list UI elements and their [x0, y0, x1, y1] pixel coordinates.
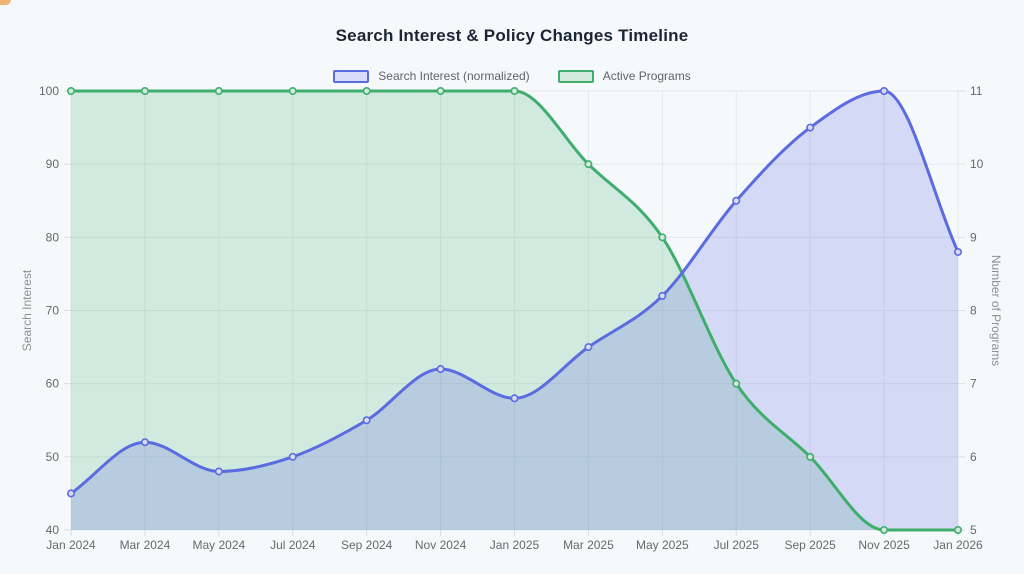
left-axis-title: Search Interest [20, 269, 34, 351]
data-point-search-interest-normalized [436, 365, 445, 374]
chart-title: Search Interest & Policy Changes Timelin… [335, 26, 689, 45]
data-point-search-interest-normalized [140, 438, 149, 447]
right-tick-label: 11 [970, 84, 983, 98]
legend-label-search-interest: Search Interest (normalized) [378, 69, 530, 83]
left-tick-label: 80 [46, 230, 60, 244]
x-tick-label: Nov 2024 [415, 538, 467, 552]
x-tick-label: May 2025 [636, 538, 689, 552]
data-point-active-programs [806, 452, 815, 461]
data-point-active-programs [436, 87, 445, 96]
data-point-active-programs [510, 87, 519, 96]
data-point-search-interest-normalized [658, 291, 667, 300]
data-point-search-interest-normalized [732, 196, 741, 205]
x-tick-label: Jan 2025 [490, 538, 540, 552]
data-point-active-programs [658, 233, 667, 242]
x-tick-label: Jul 2024 [270, 538, 316, 552]
data-point-search-interest-normalized [214, 467, 223, 476]
right-tick-label: 8 [970, 304, 977, 318]
right-tick-label: 9 [970, 230, 977, 244]
data-point-search-interest-normalized [362, 416, 371, 425]
data-point-active-programs [362, 87, 371, 96]
screen-corner-artifact [0, 0, 11, 5]
x-tick-label: Mar 2024 [120, 538, 171, 552]
x-tick-label: Sep 2024 [341, 538, 393, 552]
data-point-search-interest-normalized [288, 452, 297, 461]
legend-swatch-active-programs [557, 69, 594, 83]
right-tick-label: 7 [970, 377, 977, 391]
data-point-search-interest-normalized [67, 489, 76, 498]
x-tick-label: Jul 2025 [714, 538, 760, 552]
left-tick-label: 50 [46, 450, 60, 464]
x-tick-label: Sep 2025 [784, 538, 836, 552]
chart-legend: Search Interest (normalized) Active Prog… [0, 69, 1024, 83]
data-point-active-programs [288, 87, 297, 96]
legend-label-active-programs: Active Programs [602, 69, 691, 83]
legend-item-search-interest[interactable]: Search Interest (normalized) [333, 69, 530, 83]
data-point-search-interest-normalized [953, 247, 962, 256]
data-point-active-programs [953, 525, 962, 534]
data-point-active-programs [214, 87, 223, 96]
left-tick-label: 100 [39, 84, 59, 98]
right-tick-label: 10 [970, 157, 984, 171]
left-tick-label: 90 [46, 157, 60, 171]
right-tick-label: 5 [970, 523, 977, 537]
legend-swatch-search-interest [333, 69, 370, 83]
data-point-active-programs [880, 525, 889, 534]
series-area-active-programs [71, 91, 958, 530]
x-tick-label: Nov 2025 [858, 538, 910, 552]
data-point-active-programs [584, 160, 593, 169]
legend-item-active-programs[interactable]: Active Programs [557, 69, 691, 83]
x-tick-label: May 2024 [192, 538, 245, 552]
data-point-active-programs [140, 87, 149, 96]
x-tick-label: Jan 2024 [46, 538, 96, 552]
data-point-search-interest-normalized [806, 123, 815, 132]
data-point-active-programs [67, 87, 76, 96]
data-point-search-interest-normalized [510, 394, 519, 403]
data-point-search-interest-normalized [584, 343, 593, 352]
x-tick-label: Jan 2026 [933, 538, 983, 552]
data-point-search-interest-normalized [880, 87, 889, 96]
right-tick-label: 6 [970, 450, 977, 464]
left-tick-label: 40 [46, 523, 60, 537]
x-tick-label: Mar 2025 [563, 538, 614, 552]
left-tick-label: 70 [46, 304, 60, 318]
data-point-active-programs [732, 379, 741, 388]
right-axis-title: Number of Programs [989, 255, 1003, 366]
left-tick-label: 60 [46, 377, 60, 391]
